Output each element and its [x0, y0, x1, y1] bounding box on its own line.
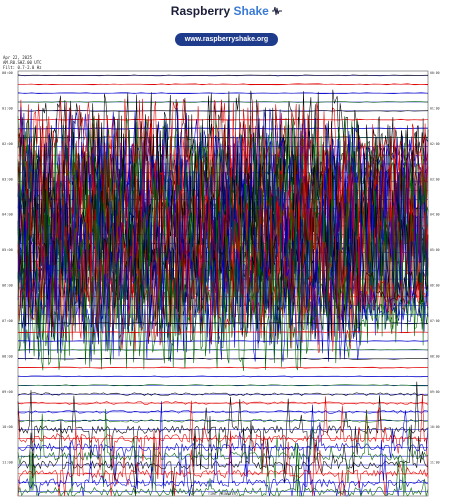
right-tick-label: 04:00 [430, 213, 440, 217]
meta-date: Apr 22, 2025 [3, 55, 32, 60]
trace-line [17, 401, 429, 492]
trace-line [17, 248, 429, 362]
header: Raspberry Shake www.raspberryshake.org [0, 0, 453, 56]
trace-line [17, 83, 429, 86]
right-tick-label: 05:00 [430, 248, 440, 252]
trace-line [17, 322, 429, 325]
trace-line [17, 381, 429, 479]
website-link[interactable]: www.raspberryshake.org [175, 33, 278, 46]
trace-line [17, 349, 429, 351]
right-tick-label: 11:00 [430, 461, 440, 465]
trace-line [17, 426, 429, 497]
trace-line [17, 331, 429, 334]
trace-line [17, 439, 429, 497]
trace-line [17, 203, 429, 338]
meta-filter: Filt: 0.7-2.0 Hz [3, 65, 42, 70]
chart-meta: Apr 22, 2025 AM.R0.SHZ.00 UTC Filt: 0.7-… [3, 55, 42, 70]
trace-line [17, 340, 429, 342]
right-tick-label: 09:00 [430, 390, 440, 394]
trace-line [17, 92, 429, 94]
seismo-wave-icon [272, 6, 283, 16]
trace-line [17, 74, 429, 77]
left-tick-label: 07:00 [2, 319, 13, 323]
trace-line [17, 109, 429, 112]
meta-station: AM.R0.SHZ.00 UTC [3, 60, 42, 65]
trace-line [18, 366, 429, 369]
right-tick-label: 01:00 [430, 106, 440, 110]
left-tick-label: 10:00 [2, 425, 13, 429]
right-time-ticks: 00:00 01:00 02:00 03:00 04:00 05:00 06:00 07:00… [430, 71, 440, 465]
trace-line [17, 392, 429, 396]
right-tick-label: 06:00 [430, 284, 440, 288]
left-tick-label: 03:00 [2, 177, 13, 181]
right-tick-label: 03:00 [430, 177, 440, 181]
right-tick-label: 02:00 [430, 142, 440, 146]
brand-main: Raspberry [170, 4, 231, 18]
trace-line [17, 401, 429, 405]
trace-line [17, 140, 429, 276]
trace-line [17, 357, 429, 360]
left-tick-label: 05:00 [2, 248, 13, 252]
trace-line [17, 240, 429, 353]
left-tick-label: 11:00 [2, 461, 13, 465]
right-tick-label: 08:00 [430, 354, 440, 358]
left-tick-label: 08:00 [2, 354, 13, 358]
trace-line [17, 375, 429, 378]
trace-line [17, 393, 429, 479]
x-axis-label: TIME (MINUTES) [208, 492, 238, 496]
left-tick-label: 06:00 [2, 284, 13, 288]
helicorder-chart: Apr 22, 2025 AM.R0.SHZ.00 UTC Filt: 0.7-… [2, 55, 440, 497]
trace-line [17, 408, 429, 497]
right-tick-label: 10:00 [430, 425, 440, 429]
left-tick-label: 09:00 [2, 390, 13, 394]
trace-line [17, 442, 429, 497]
left-tick-label: 04:00 [2, 213, 13, 217]
trace-line [17, 257, 429, 372]
trace-line [17, 101, 429, 103]
left-tick-label: 01:00 [2, 106, 13, 110]
trace-line [17, 415, 429, 497]
brand-logo: Raspberry Shake [0, 4, 453, 18]
trace-line [17, 384, 429, 387]
left-tick-label: 00:00 [2, 71, 13, 75]
left-tick-label: 02:00 [2, 142, 13, 146]
trace-line [17, 418, 429, 423]
right-tick-label: 07:00 [430, 319, 440, 323]
brand-accent: Shake [233, 4, 269, 18]
trace-line [17, 410, 429, 414]
right-tick-label: 00:00 [430, 71, 440, 75]
left-time-ticks: 00:00 01:00 02:00 03:00 04:00 05:00 06:00 07:00… [2, 71, 13, 465]
helicorder-traces [17, 74, 429, 497]
